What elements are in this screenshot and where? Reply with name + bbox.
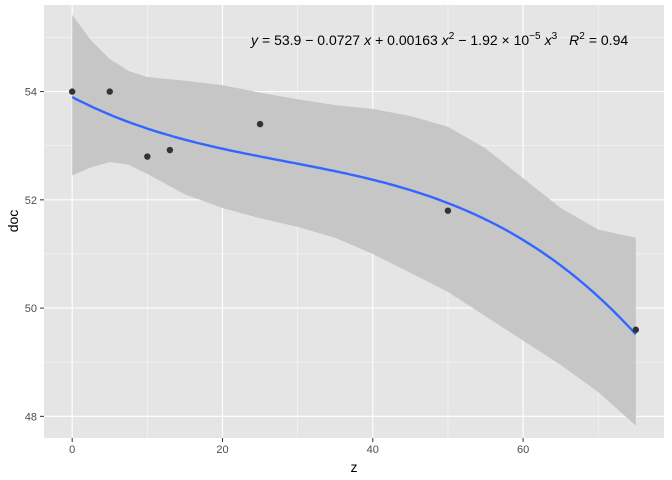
eq-power-exponent: −5 [529,31,541,42]
eq-y: y [250,32,259,48]
data-point-4 [166,146,174,154]
eq-intercept-slope: = 53.9 − 0.0727 [262,32,360,48]
y-axis-ticks: 48 50 52 54 [25,87,44,423]
eq-cubic-coef: − 1.92 × 10 [458,32,529,48]
data-point-1 [68,88,76,95]
x-tick-label: 60 [517,444,529,456]
fit-line [71,95,637,336]
x-tick-label: 20 [216,444,228,456]
y-tick-label: 54 [25,87,37,99]
eq-quadratic-coef: + 0.00163 [375,32,438,48]
x-axis-ticks: 0 20 40 60 [69,438,529,456]
eq-x3-exponent: 3 [552,31,558,42]
confidence-band [72,14,636,426]
x-tick-label: 0 [69,444,75,456]
y-tick-label: 50 [25,303,37,315]
x-tick-label: 40 [367,444,379,456]
eq-x2-exponent: 2 [449,31,455,42]
eq-x3: x [544,32,553,48]
data-point-3 [144,153,151,160]
data-points [68,88,640,333]
eq-r-value: = 0.94 [589,32,629,48]
data-point-6 [444,207,452,214]
y-tick-label: 52 [25,195,37,207]
regression-equation: y = 53.9 − 0.0727 x + 0.00163 x2− 1.92 × 10−… [250,31,628,48]
y-tick-label: 48 [25,411,37,423]
data-point-7 [632,326,640,333]
eq-r-exponent: 2 [579,31,585,42]
eq-r-label: R [569,32,579,48]
y-axis-title: doc [5,210,21,233]
eq-x1: x [363,32,372,48]
x-axis-title: z [351,459,358,475]
data-point-2 [106,88,113,95]
data-point-5 [256,120,264,128]
eq-x2: x [441,32,450,48]
